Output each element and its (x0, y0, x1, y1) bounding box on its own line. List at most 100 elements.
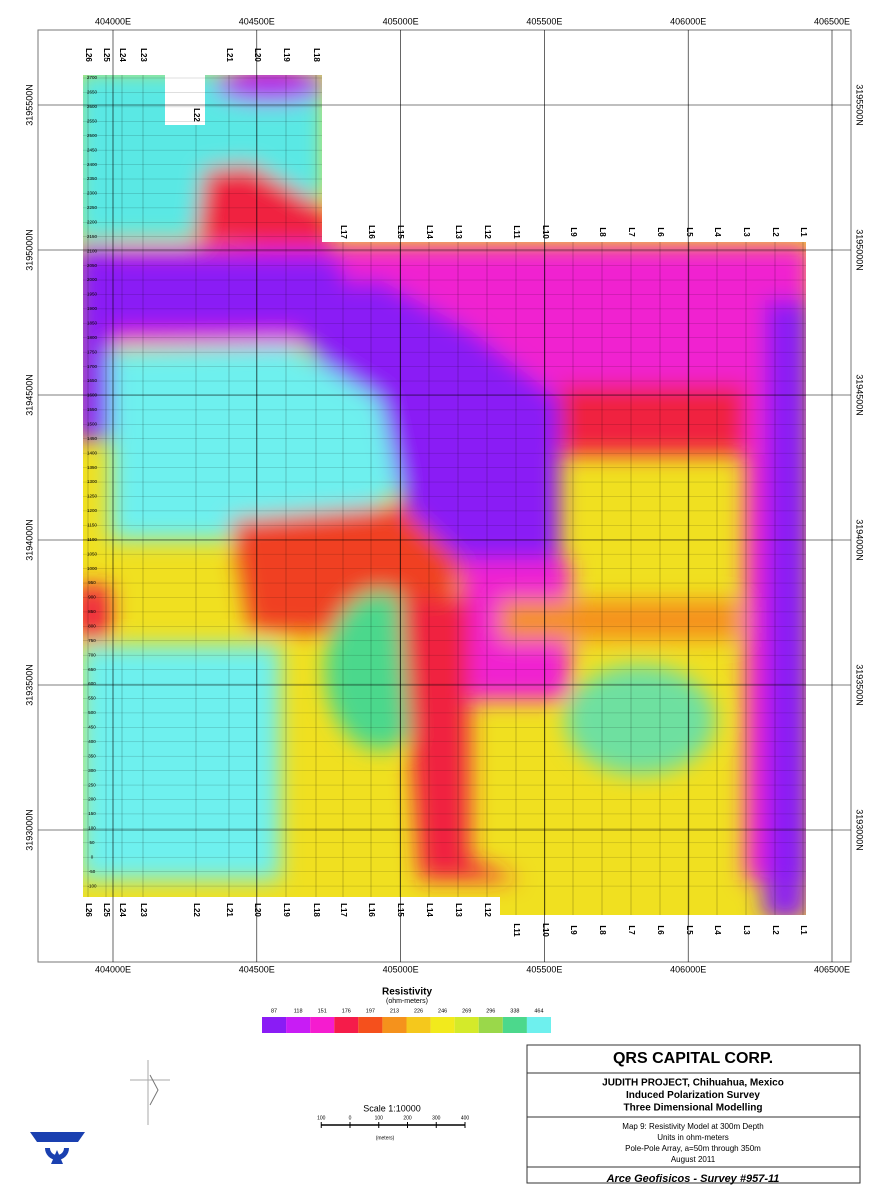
station-label: 1900 (87, 306, 98, 311)
easting-label: 404500E (239, 964, 275, 974)
line-label-top: L8 (598, 227, 607, 237)
legend-title: Resistivity (382, 987, 432, 998)
line-label-top: L17 (339, 225, 348, 239)
station-label: 1250 (87, 494, 98, 499)
northing-label: 3193500N (855, 664, 865, 706)
line-label-bottom: L3 (742, 925, 751, 935)
station-label: 1750 (87, 349, 98, 354)
legend-value: 176 (342, 1008, 351, 1014)
line-label-bottom: L11 (512, 923, 521, 937)
station-label: 2150 (87, 234, 98, 239)
line-label-bottom: L24 (118, 903, 127, 917)
station-label: 2700 (87, 75, 98, 80)
station-label: 1150 (87, 523, 97, 528)
station-label: 800 (88, 624, 96, 629)
line-label-top: L5 (685, 227, 694, 237)
northing-label: 3194500N (24, 374, 34, 416)
line-label-bottom: L23 (139, 903, 148, 917)
legend-value: 87 (271, 1008, 277, 1014)
station-label: 950 (88, 580, 96, 585)
survey: Arce Geofisicos - Survey #957-11 (606, 1173, 780, 1185)
station-label: 2600 (87, 104, 98, 109)
legend-swatch (286, 1017, 311, 1033)
station-label: -100 (87, 883, 97, 888)
project-line: Induced Polarization Survey (626, 1090, 760, 1101)
line-label-bottom: L1 (799, 925, 808, 935)
easting-label: 405500E (526, 16, 562, 26)
northing-label: 3195000N (855, 229, 865, 271)
easting-label: 406500E (814, 16, 850, 26)
station-label: 150 (88, 811, 96, 816)
line-label-top: L18 (312, 48, 321, 62)
station-label: 1400 (87, 450, 98, 455)
legend-value: 246 (438, 1008, 447, 1014)
station-label: 500 (88, 710, 96, 715)
north-arrow-head (149, 1074, 159, 1106)
line-label-top: L12 (483, 225, 492, 239)
scale-unit: (meters) (376, 1135, 395, 1141)
legend-value: 118 (294, 1008, 303, 1014)
legend-value: 296 (486, 1008, 495, 1014)
easting-label: 406000E (670, 16, 706, 26)
legend-swatch (430, 1017, 455, 1033)
line-label-top: L9 (569, 227, 578, 237)
station-label: 200 (88, 797, 96, 802)
station-label: 300 (88, 768, 96, 773)
line-label-top: L6 (656, 227, 665, 237)
station-label: 2400 (87, 162, 98, 167)
line-label-bottom: L5 (685, 925, 694, 935)
station-label: 1450 (87, 436, 98, 441)
station-label: 1200 (87, 508, 98, 513)
legend-swatch (502, 1017, 527, 1033)
easting-label: 405000E (383, 16, 419, 26)
line-label-bottom: L25 (102, 903, 111, 917)
station-label: 1100 (87, 537, 97, 542)
legend-value: 151 (318, 1008, 327, 1014)
easting-label: 404000E (95, 964, 131, 974)
station-label: 2550 (87, 118, 98, 123)
station-label: 450 (88, 725, 96, 730)
line-label-top: L2 (771, 227, 780, 237)
line-label-top: L24 (118, 48, 127, 62)
station-label: 350 (88, 753, 96, 758)
station-label: 50 (89, 840, 95, 845)
station-label: 0 (91, 854, 94, 859)
station-label: 1850 (87, 320, 98, 325)
station-label: 2000 (87, 277, 98, 282)
northing-label: 3195500N (855, 84, 865, 126)
station-label: 2450 (87, 147, 98, 152)
line-label-top: L3 (742, 227, 751, 237)
station-label: 100 (88, 826, 96, 831)
station-label: 900 (88, 595, 96, 600)
line-label-bottom: L26 (84, 903, 93, 917)
line-label-top: L1 (799, 227, 808, 237)
scale-title: Scale 1:10000 (363, 1103, 421, 1113)
legend-swatch (382, 1017, 407, 1033)
company: QRS CAPITAL CORP. (613, 1050, 773, 1067)
station-label: 2200 (87, 219, 98, 224)
line-label-bottom: L16 (367, 903, 376, 917)
legend-value: 197 (366, 1008, 375, 1014)
station-label: 2100 (87, 248, 98, 253)
line-label-top: L21 (225, 48, 234, 62)
line-label-bottom: L17 (339, 903, 348, 917)
legend-swatch (526, 1017, 551, 1033)
easting-label: 405000E (383, 964, 419, 974)
station-label: 1550 (87, 407, 98, 412)
station-label: 750 (88, 638, 96, 643)
station-label: 650 (88, 667, 96, 672)
line-label-top: L26 (84, 48, 93, 62)
legend-swatch (334, 1017, 359, 1033)
line-label-bottom: L10 (541, 923, 550, 937)
northing-label: 3193000N (855, 809, 865, 851)
station-label: 600 (88, 681, 96, 686)
line-label-bottom: L22 (192, 903, 201, 917)
line-label-top: L16 (367, 225, 376, 239)
easting-label: 406000E (670, 964, 706, 974)
station-label: 1700 (87, 364, 98, 369)
legend-swatch (358, 1017, 383, 1033)
northing-label: 3194000N (24, 519, 34, 561)
legend-swatch (262, 1017, 287, 1033)
line-label-bottom: L14 (425, 903, 434, 917)
